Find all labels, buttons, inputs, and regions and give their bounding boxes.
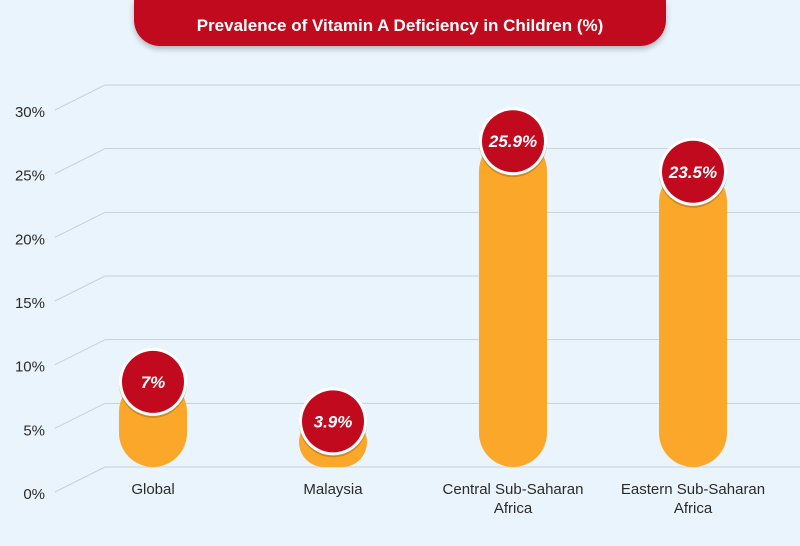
y-tick-label: 20%: [15, 231, 45, 248]
data-label: 23.5%: [668, 163, 717, 182]
value-badge: 23.5%: [659, 137, 727, 208]
y-tick-label: 15%: [15, 295, 45, 312]
gridline-diagonal: [54, 211, 106, 238]
y-tick-label: 0%: [23, 486, 45, 503]
gridline-diagonal: [54, 339, 106, 366]
bar: [479, 137, 547, 467]
value-badge: 7%: [119, 347, 187, 418]
gridline-diagonal: [54, 466, 106, 493]
x-tick-label: Malaysia: [303, 481, 363, 498]
value-badge: 25.9%: [479, 107, 547, 178]
gridline-diagonal: [54, 275, 106, 302]
gridline-diagonal: [54, 402, 106, 429]
badge-circle: [662, 140, 724, 203]
gridline-diagonal: [54, 148, 106, 175]
badge-circle: [122, 350, 184, 413]
x-tick-label: Eastern Sub-Saharan Africa: [621, 481, 765, 517]
y-tick-label: 5%: [23, 422, 45, 439]
badge-circle: [482, 110, 544, 173]
y-tick-label: 10%: [15, 359, 45, 376]
bar: [659, 167, 727, 467]
y-tick-label: 25%: [15, 168, 45, 185]
x-tick-label: Global: [131, 481, 174, 498]
x-tick-label: Central Sub-Saharan Africa: [443, 481, 584, 517]
y-tick-label: 30%: [15, 104, 45, 121]
data-label: 7%: [141, 373, 166, 392]
gridline-diagonal: [54, 84, 106, 111]
chart-title-banner: Prevalence of Vitamin A Deficiency in Ch…: [134, 0, 666, 46]
data-label: 25.9%: [488, 132, 537, 151]
value-badge: 3.9%: [299, 387, 367, 458]
badge-circle: [302, 390, 364, 453]
data-label: 3.9%: [314, 412, 353, 431]
chart-title: Prevalence of Vitamin A Deficiency in Ch…: [196, 16, 604, 35]
